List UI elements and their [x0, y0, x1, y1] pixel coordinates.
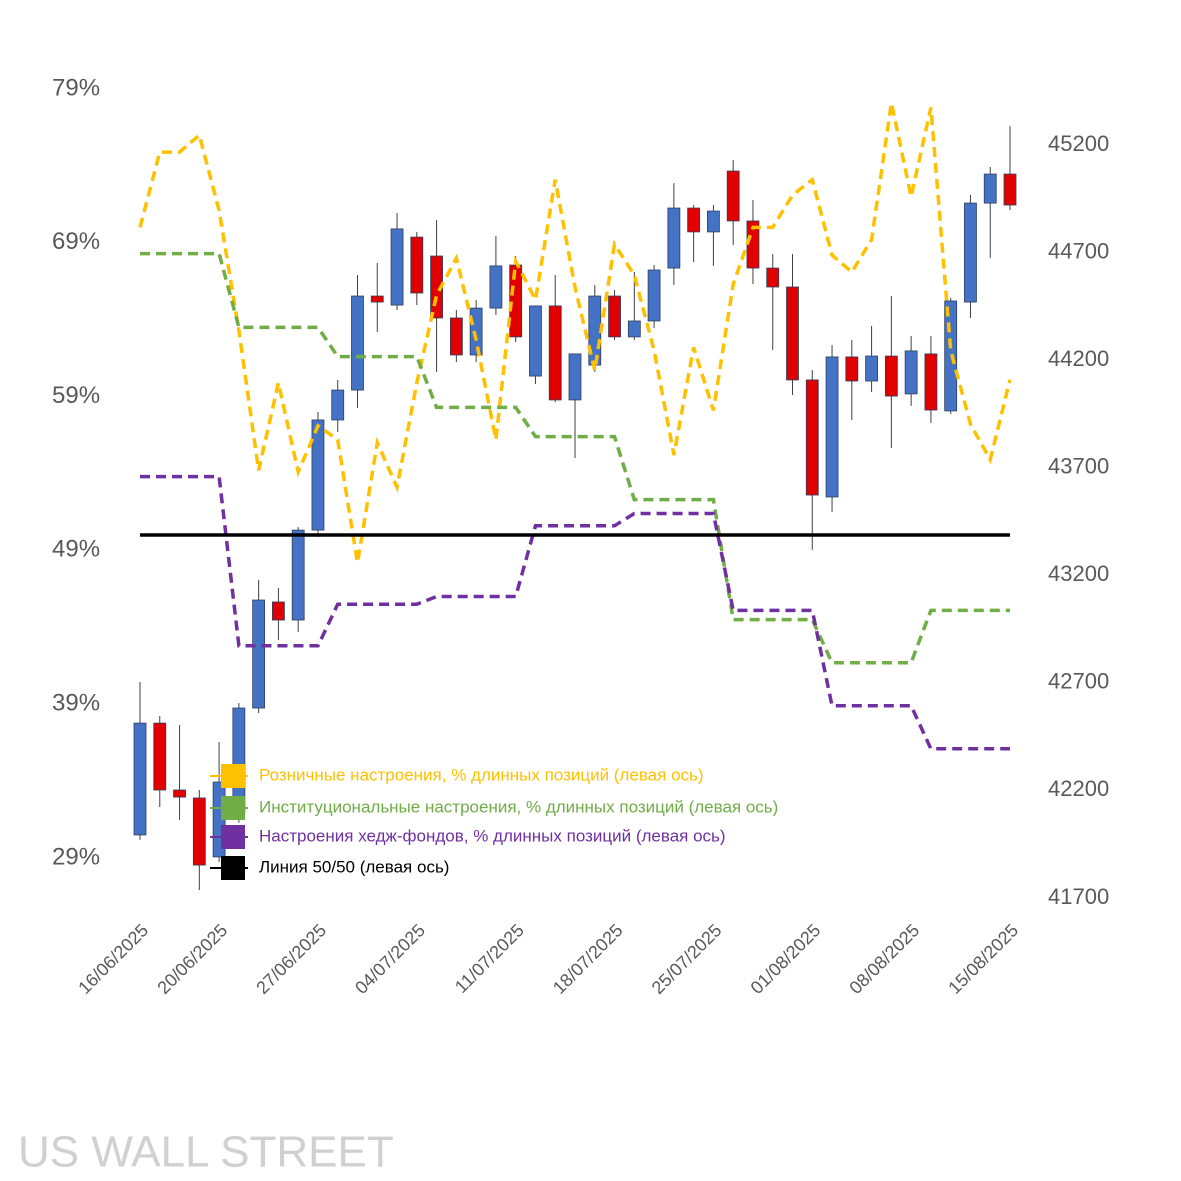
y2-tick-label: 41700 — [1048, 884, 1109, 909]
candle-body — [133, 722, 147, 836]
candle-body — [252, 599, 266, 709]
x-tick-label: 04/07/2025 — [351, 920, 429, 998]
legend-swatch — [221, 856, 245, 880]
legend-label: Настроения хедж-фондов, % длинных позици… — [259, 826, 726, 845]
candle-body — [568, 353, 582, 401]
candle-body — [173, 789, 186, 798]
legend-swatch — [221, 796, 245, 820]
x-tick-label: 16/06/2025 — [74, 920, 152, 998]
candle-body — [687, 207, 701, 233]
x-tick-label: 27/06/2025 — [252, 920, 330, 998]
x-tick-label: 25/07/2025 — [648, 920, 726, 998]
y-tick-label: 59% — [52, 382, 100, 409]
candle-body — [964, 202, 977, 303]
x-tick-label: 11/07/2025 — [451, 920, 528, 997]
candle-body — [766, 267, 780, 288]
sentiment-line — [138, 102, 1012, 563]
candle-body — [884, 355, 898, 397]
x-tick-label: 15/08/2025 — [944, 920, 1022, 998]
y2-tick-label: 44700 — [1048, 238, 1109, 263]
candle-body — [390, 228, 404, 306]
candle-body — [904, 350, 918, 395]
legend-label: Институциональные настроения, % длинных … — [259, 797, 778, 816]
candle-body — [924, 353, 938, 411]
candle-body — [667, 207, 681, 269]
x-tick-label: 20/06/2025 — [153, 920, 231, 998]
legend-label: Линия 50/50 (левая ось) — [259, 857, 449, 876]
candle-body — [192, 797, 206, 866]
candle-body — [707, 210, 720, 233]
y2-tick-label: 42700 — [1048, 669, 1109, 694]
candle-body — [291, 529, 305, 621]
y2-tick-label: 43700 — [1048, 454, 1109, 479]
candle-body — [489, 265, 503, 309]
candle-body — [272, 601, 285, 621]
candle-body — [548, 305, 562, 401]
candle-body — [786, 286, 799, 381]
candle-body — [608, 295, 621, 338]
candle-body — [825, 356, 839, 498]
y2-tick-label: 42200 — [1048, 776, 1109, 801]
candle-body — [627, 320, 641, 338]
x-tick-label: 18/07/2025 — [549, 920, 627, 998]
y-tick-label: 79% — [52, 74, 100, 101]
sentiment-line — [140, 474, 1010, 751]
candle-body — [331, 389, 345, 421]
candle-body — [726, 170, 740, 222]
candle-body — [410, 236, 424, 294]
candle-body — [469, 307, 483, 356]
legend-label: Розничные настроения, % длинных позиций … — [259, 765, 704, 784]
candle-body — [647, 269, 661, 322]
legend-swatch — [221, 825, 245, 849]
candle-body — [351, 295, 364, 391]
candle-body — [449, 317, 463, 356]
sentiment-line — [140, 251, 1010, 665]
candle-body — [153, 722, 167, 791]
y2-tick-label: 43200 — [1048, 561, 1109, 586]
candle-body — [311, 419, 325, 531]
y-tick-label: 39% — [52, 690, 100, 717]
candle-body — [529, 305, 542, 377]
y2-tick-label: 44200 — [1048, 346, 1109, 371]
x-tick-label: 01/08/2025 — [747, 920, 825, 998]
x-tick-label: 08/08/2025 — [845, 920, 923, 998]
candle-body — [1003, 173, 1017, 206]
candle-body — [370, 295, 384, 303]
candle-body — [865, 355, 878, 382]
y2-tick-label: 45200 — [1048, 131, 1109, 156]
legend-swatch — [221, 764, 245, 788]
y-tick-label: 69% — [52, 228, 100, 255]
candle-body — [845, 356, 859, 382]
y-tick-label: 49% — [52, 536, 100, 563]
candle-body — [983, 173, 997, 204]
candle-body — [805, 379, 819, 496]
y-tick-label: 29% — [52, 843, 100, 870]
watermark: US WALL STREET — [18, 1128, 394, 1177]
